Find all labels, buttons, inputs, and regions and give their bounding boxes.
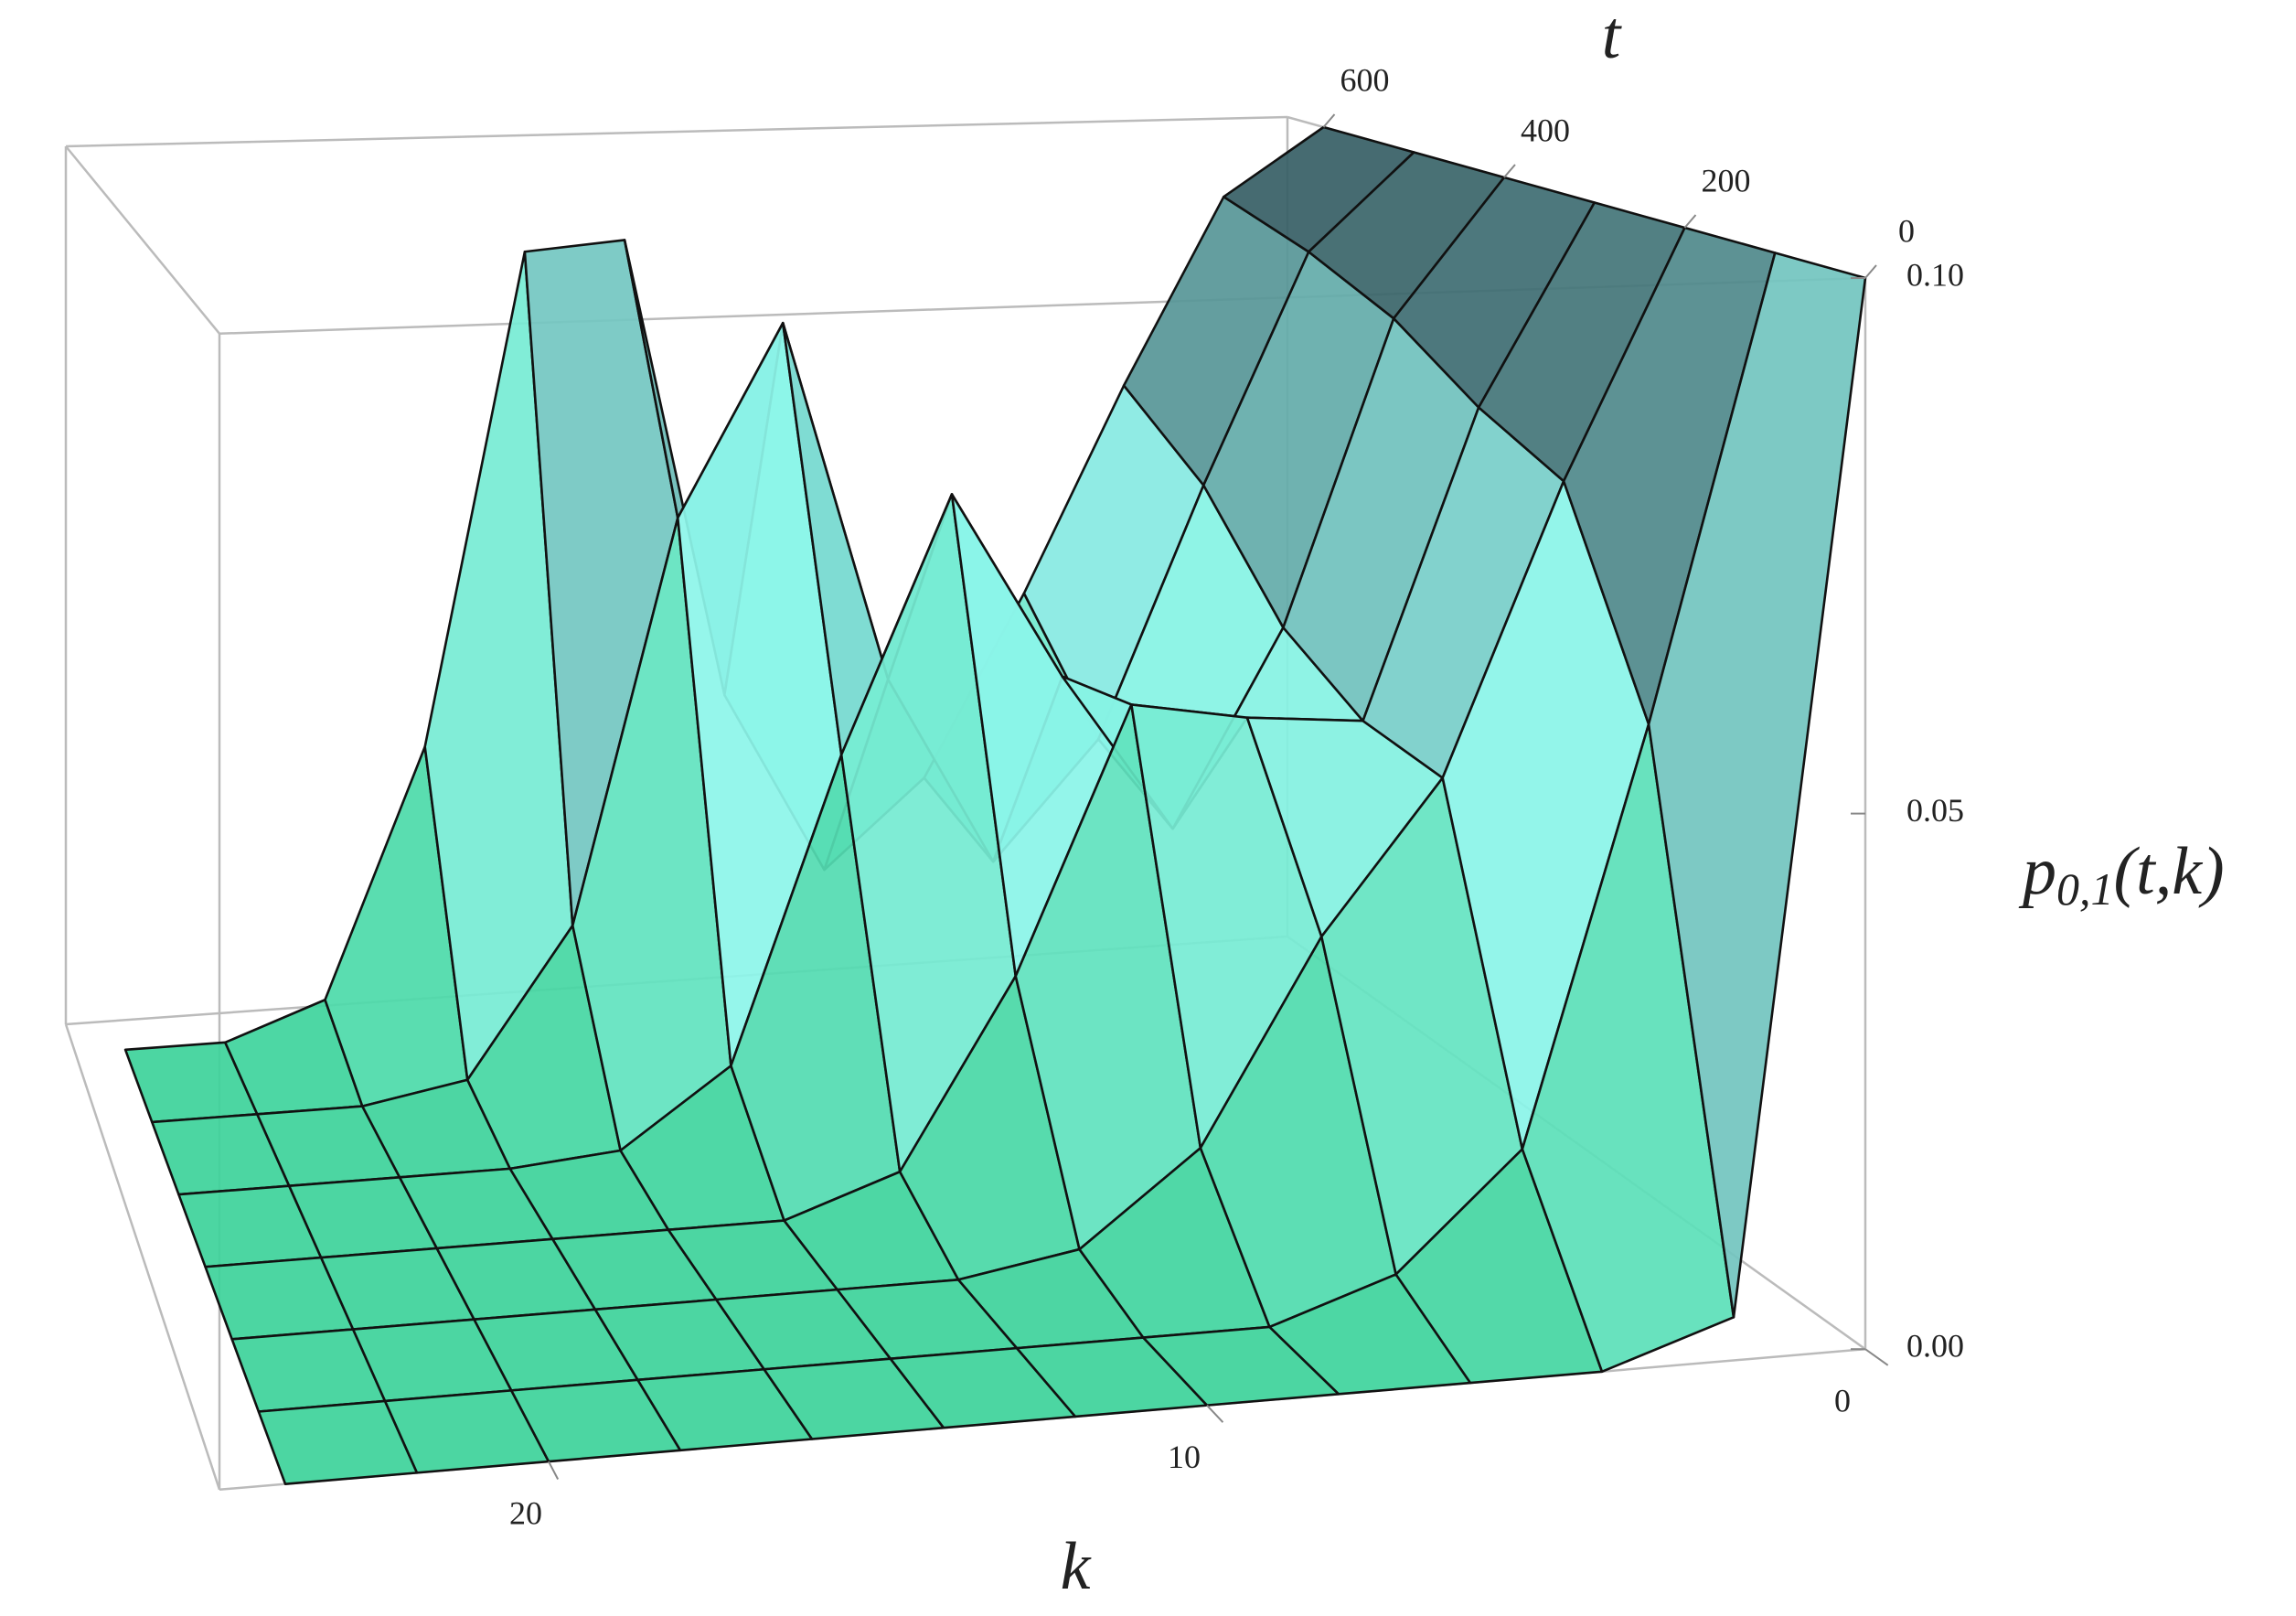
box-edge (65, 145, 220, 335)
z-axis-label: p0,1(t,k) (2018, 834, 2225, 915)
x-tick-label: 20 (509, 1494, 542, 1531)
y-axis-label: t (1602, 0, 1623, 73)
box-edge (64, 1023, 221, 1491)
z-label-rest: (t,k) (2114, 834, 2225, 909)
surface-patch (1647, 251, 1867, 1319)
z-tick-label: 0.00 (1906, 1327, 1964, 1364)
y-tick-label: 400 (1521, 112, 1570, 148)
y-tick-label: 600 (1340, 61, 1390, 98)
box-edge (65, 115, 1288, 148)
z-tick-label: 0.05 (1906, 792, 1964, 829)
z-tick-label: 0.10 (1906, 256, 1964, 293)
x-tick-label: 10 (1168, 1439, 1201, 1475)
y-tick (1322, 113, 1336, 128)
x-tick (1864, 1348, 1889, 1366)
y-tick (1503, 164, 1516, 178)
x-tick-label: 0 (1834, 1382, 1851, 1418)
z-label-sub: 0,1 (2056, 863, 2114, 915)
x-tick (548, 1461, 560, 1480)
y-tick (1683, 214, 1697, 229)
y-tick-label: 200 (1702, 162, 1751, 198)
y-tick-label: 0 (1898, 212, 1915, 249)
x-axis-label: k (1061, 1529, 1092, 1604)
z-label-base: p (2018, 834, 2056, 909)
x-tick (1206, 1404, 1224, 1423)
y-tick (1864, 264, 1877, 279)
